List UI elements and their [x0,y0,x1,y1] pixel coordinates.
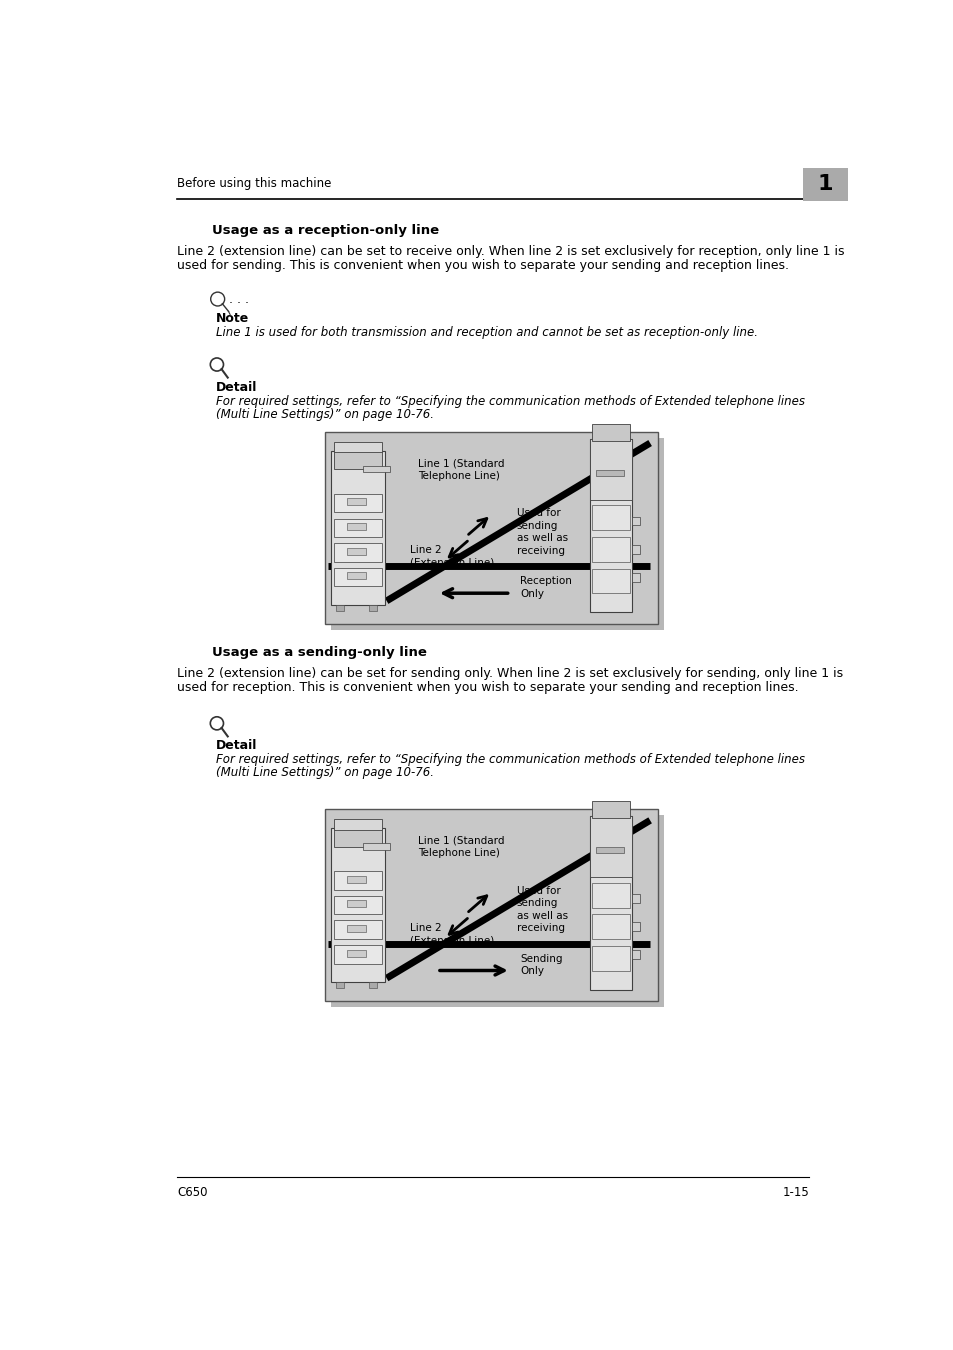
Bar [363,466,390,472]
Bar [347,900,366,907]
Text: 1: 1 [817,174,832,194]
Bar [334,945,382,964]
Bar [591,914,630,940]
Text: For required settings, refer to “Specifying the communication methods of Extende: For required settings, refer to “Specify… [216,396,804,408]
Bar [589,439,632,613]
Bar [334,921,382,940]
Bar [347,548,366,555]
Bar [596,470,623,475]
Bar [632,572,639,582]
Bar [632,894,639,903]
Bar [324,809,658,1002]
Bar [334,828,382,846]
Text: Used for
sending
as well as
receiving: Used for sending as well as receiving [517,886,567,933]
Text: Line 2
(Extension Line): Line 2 (Extension Line) [410,923,494,945]
Text: (Multi Line Settings)” on page 10-76.: (Multi Line Settings)” on page 10-76. [216,767,434,779]
Bar [334,871,382,890]
Text: (Multi Line Settings)” on page 10-76.: (Multi Line Settings)” on page 10-76. [216,409,434,421]
Text: Line 1 (Standard
Telephone Line): Line 1 (Standard Telephone Line) [417,836,503,859]
Bar [334,494,382,513]
Bar [334,441,382,452]
Bar [632,922,639,931]
Bar [591,802,630,818]
Bar [347,876,366,883]
Bar [632,950,639,958]
Text: . . .: . . . [229,293,249,306]
Bar [589,817,632,990]
Bar [369,981,376,988]
Bar [347,572,366,579]
Bar [347,925,366,932]
Bar [589,817,632,878]
Bar [331,828,385,981]
Bar [324,432,658,624]
Bar [591,424,630,441]
Bar [802,169,847,201]
Text: Reception
Only: Reception Only [519,576,571,598]
Text: C650: C650 [177,1187,208,1199]
Text: Line 1 (Standard
Telephone Line): Line 1 (Standard Telephone Line) [417,459,503,481]
Text: used for sending. This is convenient when you wish to separate your sending and : used for sending. This is convenient whe… [177,259,788,271]
Bar [591,505,630,531]
Bar [331,437,663,630]
Bar [334,568,382,586]
Bar [347,949,366,957]
Text: Line 1 is used for both transmission and reception and cannot be set as receptio: Line 1 is used for both transmission and… [216,325,758,339]
Text: Usage as a reception-only line: Usage as a reception-only line [212,224,439,236]
Bar [334,896,382,914]
Text: Detail: Detail [216,740,257,752]
Text: 1-15: 1-15 [781,1187,808,1199]
Text: Line 2
(Extension Line): Line 2 (Extension Line) [410,545,494,568]
Bar [589,439,632,500]
Bar [334,819,382,830]
Bar [331,451,385,605]
Text: Before using this machine: Before using this machine [177,177,332,190]
Text: Usage as a sending-only line: Usage as a sending-only line [212,645,427,659]
Bar [331,815,663,1007]
Text: Note: Note [216,312,249,325]
Text: Line 2 (extension line) can be set for sending only. When line 2 is set exclusiv: Line 2 (extension line) can be set for s… [177,667,842,680]
Bar [335,605,344,612]
Bar [632,545,639,554]
Bar [591,883,630,907]
Bar [591,568,630,593]
Bar [596,846,623,853]
Bar [591,537,630,562]
Bar [363,844,390,849]
Text: For required settings, refer to “Specifying the communication methods of Extende: For required settings, refer to “Specify… [216,753,804,767]
Bar [347,498,366,505]
Text: Used for
sending
as well as
receiving: Used for sending as well as receiving [517,509,567,556]
Bar [334,518,382,537]
Text: Detail: Detail [216,382,257,394]
Bar [334,451,382,470]
Bar [369,605,376,612]
Text: Sending
Only: Sending Only [519,953,562,976]
Text: Line 2 (extension line) can be set to receive only. When line 2 is set exclusive: Line 2 (extension line) can be set to re… [177,246,844,258]
Bar [334,543,382,562]
Bar [591,946,630,971]
Bar [632,517,639,525]
Bar [347,524,366,531]
Text: used for reception. This is convenient when you wish to separate your sending an: used for reception. This is convenient w… [177,680,799,694]
Bar [335,981,344,988]
